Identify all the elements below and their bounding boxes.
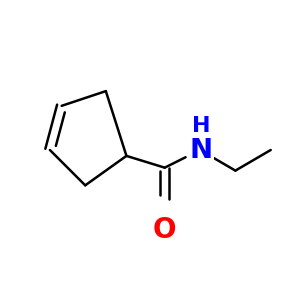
- Text: N: N: [190, 136, 213, 164]
- Text: O: O: [153, 215, 176, 244]
- Text: H: H: [192, 116, 211, 136]
